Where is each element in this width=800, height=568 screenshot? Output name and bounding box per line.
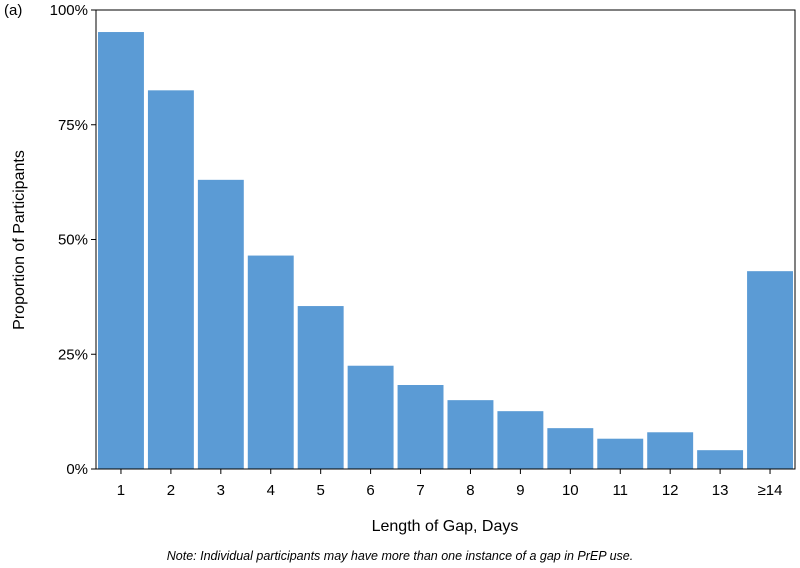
bar-11: [597, 438, 644, 469]
x-tick-label: 3: [217, 482, 225, 499]
bar-10: [547, 428, 594, 469]
bar-8: [447, 400, 494, 469]
bar-4: [247, 255, 294, 469]
x-tick-label: 7: [416, 482, 424, 499]
bar-1: [98, 32, 144, 469]
bar-3: [197, 179, 244, 469]
y-tick-label: 0%: [66, 461, 88, 478]
bars-group: [98, 32, 793, 469]
axes-group: 0%25%50%75%100%1 2 3 4 5 6 7 8 9 10 11 12 13 ≥14: [50, 2, 796, 499]
footnote: Note: Individual participants may have m…: [166, 549, 634, 563]
bar-5: [297, 306, 344, 469]
bar-chart: 0%25%50%75%100%1 2 3 4 5 6 7 8 9 10 11 12 13 ≥14 Leng…: [11, 2, 796, 535]
bar-12: [647, 432, 694, 469]
bar-6: [347, 365, 394, 469]
x-tick-label: 10: [562, 482, 579, 499]
x-tick-label: 12: [662, 482, 679, 499]
y-axis-label: Proportion of Participants: [11, 150, 28, 330]
x-tick-label: 1: [117, 482, 125, 499]
y-tick-label: 100%: [50, 2, 88, 19]
x-tick-label: ≥14: [758, 482, 783, 499]
y-tick-label: 50%: [58, 232, 88, 249]
x-tick-label: 6: [366, 482, 374, 499]
x-tick-label: 13: [712, 482, 729, 499]
bar-13: [697, 450, 744, 469]
y-tick-label: 25%: [58, 346, 88, 363]
bar-7: [397, 385, 444, 469]
x-tick-label: 8: [466, 482, 474, 499]
x-tick-label: 5: [317, 482, 325, 499]
bar-2: [147, 90, 194, 469]
x-tick-label: 9: [516, 482, 524, 499]
y-tick-label: 75%: [58, 117, 88, 134]
bar-9: [497, 411, 544, 469]
x-tick-label: 11: [612, 482, 628, 499]
x-tick-label: 4: [267, 482, 275, 499]
bar-≥14: [747, 271, 793, 469]
x-axis-label: Length of Gap, Days: [372, 518, 519, 535]
x-tick-label: 2: [167, 482, 175, 499]
panel-label: (a): [4, 2, 23, 19]
